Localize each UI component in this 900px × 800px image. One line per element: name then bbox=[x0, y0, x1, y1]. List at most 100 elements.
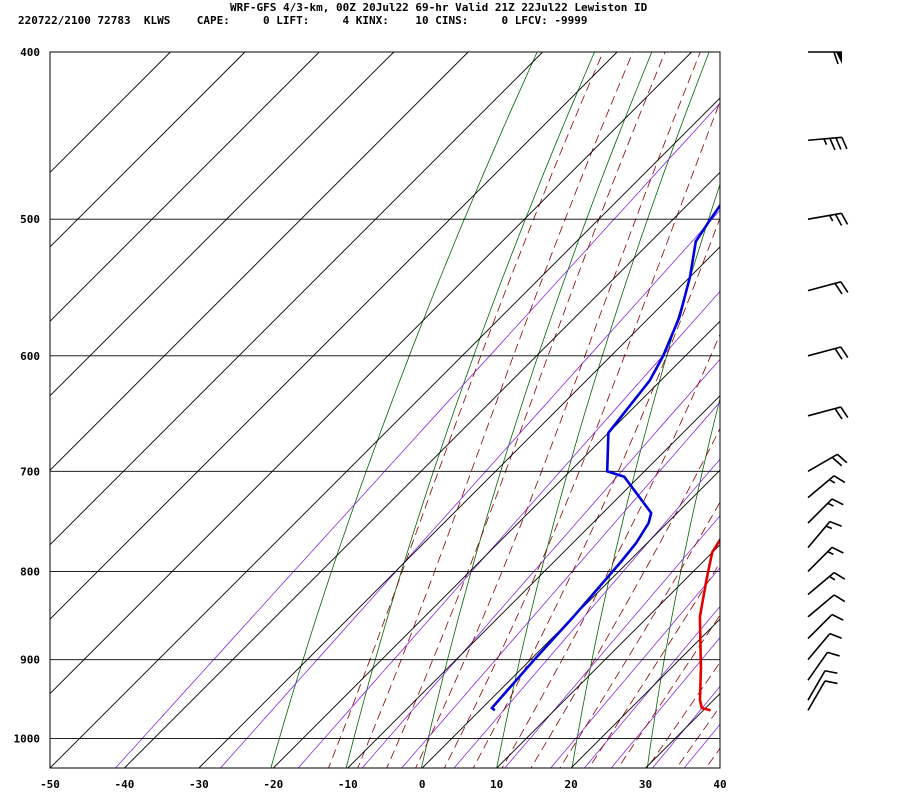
isotherm bbox=[50, 52, 618, 620]
wind-barb bbox=[807, 212, 849, 226]
wind-barb bbox=[808, 51, 842, 65]
wind-barb-feather bbox=[833, 594, 846, 603]
wind-barb bbox=[807, 632, 842, 661]
moist-adiabat bbox=[559, 501, 720, 768]
plot-area bbox=[50, 52, 720, 768]
wind-barb-staff bbox=[807, 475, 835, 499]
isotherm bbox=[50, 52, 395, 397]
moist-adiabat bbox=[530, 427, 720, 768]
wind-barb-half-feather bbox=[825, 525, 833, 530]
wind-barb-feather bbox=[840, 281, 849, 293]
wind-barb-staff bbox=[807, 281, 842, 292]
wind-barb bbox=[807, 669, 838, 701]
wind-barb-staff bbox=[807, 571, 835, 596]
wind-barb-half-feather bbox=[823, 138, 828, 145]
isotherm bbox=[124, 171, 720, 768]
plot-frame bbox=[49, 51, 721, 769]
x-tick-label: 10 bbox=[490, 778, 503, 791]
sounding-indices-line: 220722/2100 72783 KLWS CAPE: 0 LIFT: 4 K… bbox=[18, 14, 588, 27]
wind-barb bbox=[807, 651, 840, 681]
wind-barb bbox=[807, 136, 848, 151]
moist-adiabat bbox=[588, 562, 720, 768]
isotherm bbox=[50, 52, 246, 248]
wind-barb-staff bbox=[807, 521, 831, 549]
wind-barb-staff bbox=[807, 346, 842, 357]
wind-barb-staff bbox=[807, 613, 833, 640]
wind-barb-feather bbox=[827, 651, 840, 657]
wind-barb-staff bbox=[807, 453, 838, 473]
x-tick-label: -10 bbox=[338, 778, 358, 791]
moist-adiabat bbox=[357, 52, 634, 768]
wind-barb-staff bbox=[807, 680, 826, 711]
wind-barb-feather bbox=[831, 613, 844, 621]
chart-title: WRF-GFS 4/3-km, 00Z 20Jul22 69-hr Valid … bbox=[230, 1, 648, 14]
wind-barb-staff bbox=[807, 633, 831, 661]
wind-barb-feather bbox=[834, 348, 843, 360]
wind-barb-feather bbox=[833, 571, 846, 580]
isotherm bbox=[421, 469, 720, 768]
wind-barb bbox=[807, 475, 846, 499]
x-tick-label: 30 bbox=[639, 778, 652, 791]
wind-barb-feather bbox=[829, 138, 836, 151]
moist-adiabat bbox=[646, 661, 720, 768]
y-tick-label: 900 bbox=[20, 654, 40, 667]
wind-barb-half-feather bbox=[829, 575, 836, 581]
wind-barb-pennant bbox=[836, 52, 842, 64]
y-tick-label: 800 bbox=[20, 565, 40, 578]
y-tick-label: 1000 bbox=[14, 733, 41, 746]
isotherm bbox=[496, 544, 720, 768]
wind-barb-feather bbox=[833, 51, 839, 65]
temperature-profile bbox=[698, 537, 720, 712]
dry-adiabat bbox=[795, 0, 900, 800]
wind-barb-feather bbox=[834, 282, 843, 295]
isotherm bbox=[198, 246, 720, 768]
isotherm bbox=[347, 395, 720, 768]
x-tick-label: -30 bbox=[189, 778, 209, 791]
mixing-ratio-line bbox=[550, 567, 720, 768]
x-tick-label: -40 bbox=[115, 778, 135, 791]
wind-barb-feather bbox=[831, 498, 844, 506]
wind-barb bbox=[807, 613, 844, 640]
wind-barb-feather bbox=[840, 212, 849, 225]
wind-barb-feather bbox=[831, 546, 844, 554]
wind-barb-feather bbox=[829, 632, 842, 640]
wind-barb-feather bbox=[836, 453, 848, 464]
wind-barb-feather bbox=[824, 669, 838, 675]
x-tick-label: -20 bbox=[263, 778, 283, 791]
wind-barb-half-feather bbox=[829, 478, 836, 484]
x-tick-label: 0 bbox=[419, 778, 426, 791]
wind-barb-staff bbox=[807, 651, 829, 681]
x-tick-label: 20 bbox=[564, 778, 577, 791]
mixing-ratio-line bbox=[583, 605, 720, 768]
wind-barb bbox=[807, 520, 842, 549]
wind-barb bbox=[807, 594, 846, 618]
moist-adiabat bbox=[676, 705, 720, 768]
wind-barb-feather bbox=[833, 475, 846, 484]
wind-barb-feather bbox=[835, 137, 842, 150]
isotherm bbox=[50, 52, 320, 322]
x-axis-tick-labels: -50 -40 -30 -20 -10 0 10 20 30 40 bbox=[40, 778, 727, 791]
wind-barb-feather bbox=[824, 680, 838, 685]
wind-barb bbox=[807, 281, 849, 295]
wind-barb bbox=[807, 680, 838, 711]
wind-barb-feather bbox=[840, 406, 849, 419]
wind-barb bbox=[807, 346, 849, 360]
wind-barb-feather bbox=[834, 408, 843, 420]
wind-barb-staff bbox=[807, 406, 842, 417]
wind-barb-half-feather bbox=[828, 215, 834, 222]
y-axis-tick-labels: 400 500 600 700 800 900 1000 bbox=[14, 46, 41, 746]
y-tick-label: 500 bbox=[20, 213, 40, 226]
moist-adiabat bbox=[328, 52, 604, 768]
wind-barb-staff bbox=[807, 498, 833, 524]
isotherm bbox=[50, 97, 720, 768]
isotherm bbox=[50, 52, 469, 471]
isotherm bbox=[50, 52, 544, 546]
dewpoint-profile bbox=[490, 203, 720, 712]
wind-barb-column bbox=[807, 51, 849, 711]
isotherm bbox=[719, 767, 720, 768]
isotherm bbox=[272, 320, 720, 768]
wind-barb-staff bbox=[807, 546, 833, 572]
wind-barb-half-feather bbox=[827, 550, 834, 556]
wind-barb-feather bbox=[834, 213, 843, 226]
